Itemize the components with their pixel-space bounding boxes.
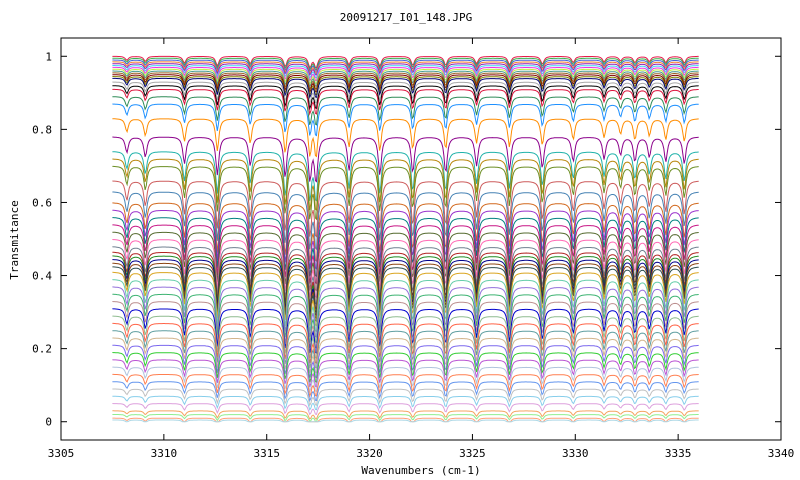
spectrum-series-line	[112, 419, 699, 423]
spectrum-series-line	[112, 366, 699, 394]
spectrum-series-line	[112, 66, 699, 82]
x-tick-label: 3310	[151, 447, 178, 460]
spectrum-series-line	[112, 279, 699, 333]
spectrum-series-line	[112, 224, 699, 285]
spectrum-series-line	[112, 81, 699, 105]
x-tick-label: 3330	[562, 447, 589, 460]
spectrum-series-line	[112, 151, 699, 202]
spectrum-series-line	[112, 417, 699, 423]
spectrum-series-line	[112, 330, 699, 369]
spectrum-series-line	[112, 255, 699, 314]
spectrum-series-line	[112, 403, 699, 416]
spectrum-series-line	[112, 293, 699, 344]
spectrum-series-line	[112, 68, 699, 85]
x-tick-label: 3305	[48, 447, 75, 460]
spectrum-series-line	[112, 72, 699, 91]
spectrum-series-line	[112, 246, 699, 306]
spectrum-series-line	[112, 57, 699, 71]
x-tick-label: 3335	[665, 447, 692, 460]
y-tick-label: 0.2	[32, 343, 52, 356]
spectrum-series-line	[112, 61, 699, 75]
chart-title: 20091217_I01_148.JPG	[340, 11, 472, 24]
spectrum-series-line	[112, 136, 699, 183]
y-tick-label: 0.6	[32, 196, 52, 209]
spectrum-series-line	[112, 103, 699, 137]
spectra-series-group	[112, 55, 699, 423]
spectrum-series-line	[112, 59, 699, 73]
spectrum-series-line	[112, 266, 699, 323]
spectrum-series-line	[112, 76, 699, 97]
spectrum-series-line	[112, 373, 699, 398]
spectrum-series-line	[112, 118, 699, 158]
spectrum-series-line	[112, 209, 699, 271]
spectrum-series-line	[112, 165, 699, 221]
spectrum-series-line	[112, 359, 699, 388]
spectrum-series-line	[112, 301, 699, 349]
spectrum-series-line	[112, 271, 699, 327]
spectrum-series-line	[112, 65, 699, 79]
x-tick-label: 3325	[459, 447, 486, 460]
spectrum-series-line	[112, 77, 699, 99]
spectrum-series-line	[112, 251, 699, 311]
x-tick-label: 3315	[253, 447, 280, 460]
spectrum-series-line	[112, 96, 699, 126]
spectrum-series-line	[112, 352, 699, 384]
axis-ticks-group: 3305 3310 3315 3320 3325 3330 3335 3340 0 0.2 0.4 0…	[32, 38, 794, 460]
spectrum-series-line	[112, 395, 699, 411]
spectrum-series-line	[112, 337, 699, 374]
spectrum-series-line	[112, 85, 699, 111]
spectrum-series-line	[112, 239, 699, 299]
spectrum-series-line	[112, 414, 699, 423]
y-tick-label: 0	[45, 416, 52, 429]
spectrum-series-line	[112, 286, 699, 339]
spectrum-series-line	[112, 202, 699, 263]
spectrum-series-line	[112, 74, 699, 94]
spectrum-series-line	[112, 315, 699, 360]
spectrum-series-line	[112, 158, 699, 212]
spectrum-series-line	[112, 388, 699, 407]
spectrum-series-line	[112, 191, 699, 251]
x-tick-label: 3340	[768, 447, 795, 460]
y-tick-label: 0.8	[32, 123, 52, 136]
spectrum-series-line	[112, 410, 699, 420]
spectrum-series-line	[112, 231, 699, 292]
y-axis-label: Transmitance	[8, 200, 21, 279]
y-tick-label: 0.4	[32, 270, 52, 283]
spectrum-series-line	[112, 63, 699, 76]
spectrum-series-line	[112, 381, 699, 403]
spectrum-series-line	[112, 262, 699, 320]
x-tick-label: 3320	[356, 447, 383, 460]
y-tick-label: 1	[45, 50, 52, 63]
spectrum-series-line	[112, 217, 699, 278]
spectrum-series-line	[112, 88, 699, 116]
x-axis-label: Wavenumbers (cm-1)	[361, 464, 480, 477]
spectrum-series-line	[112, 344, 699, 379]
plot-frame	[60, 37, 782, 441]
spectrum-series-line	[112, 70, 699, 88]
spectrum-series-line	[112, 322, 699, 365]
spectrum-series-line	[112, 259, 699, 317]
spectrum-series-line	[112, 308, 699, 355]
spectrum-series-line	[112, 180, 699, 238]
spectrum-series-line	[112, 55, 699, 69]
